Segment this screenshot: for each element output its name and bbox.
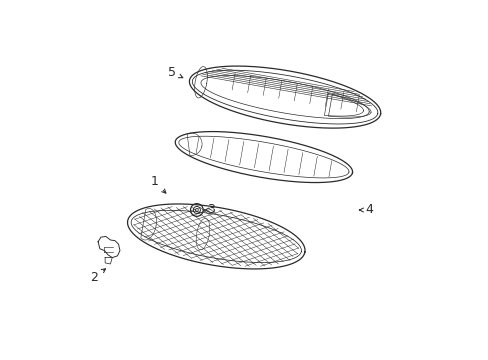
Text: 2: 2 — [90, 269, 105, 284]
Text: 5: 5 — [168, 66, 183, 79]
Text: 4: 4 — [359, 203, 373, 216]
Text: 1: 1 — [150, 175, 165, 193]
Text: 3: 3 — [204, 203, 215, 216]
